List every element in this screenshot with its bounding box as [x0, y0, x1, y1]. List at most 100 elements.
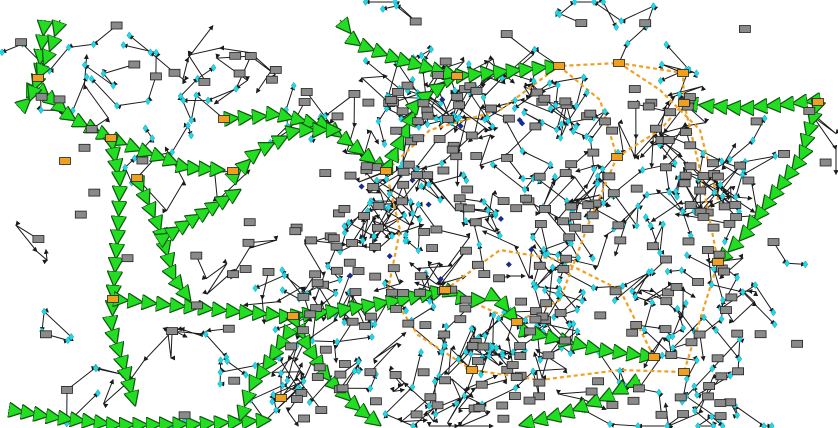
- gray-rect-node[interactable]: [703, 382, 715, 390]
- gray-rect-node[interactable]: [559, 336, 571, 345]
- gray-rect-node[interactable]: [243, 218, 256, 227]
- gray-rect-node[interactable]: [670, 282, 683, 291]
- gray-rect-node[interactable]: [390, 304, 402, 313]
- gray-rect-node[interactable]: [338, 360, 351, 368]
- gray-rect-node[interactable]: [585, 387, 598, 396]
- gray-rect-node[interactable]: [269, 66, 282, 74]
- gray-rect-node[interactable]: [662, 135, 675, 144]
- gray-rect-node[interactable]: [385, 96, 398, 104]
- gray-rect-node[interactable]: [410, 410, 423, 419]
- gray-rect-node[interactable]: [421, 111, 434, 120]
- gray-rect-node[interactable]: [285, 342, 298, 351]
- gray-rect-node[interactable]: [438, 330, 451, 339]
- gray-rect-node[interactable]: [767, 238, 780, 247]
- gray-rect-node[interactable]: [417, 368, 430, 377]
- gray-rect-node[interactable]: [697, 172, 710, 180]
- gray-rect-node[interactable]: [665, 351, 678, 360]
- gray-rect-node[interactable]: [450, 152, 463, 161]
- gray-rect-node[interactable]: [533, 378, 546, 387]
- gray-rect-node[interactable]: [506, 361, 519, 370]
- gray-rect-node[interactable]: [465, 131, 478, 140]
- gray-rect-node[interactable]: [778, 149, 790, 158]
- gray-rect-node[interactable]: [229, 51, 242, 60]
- orange-rect-node[interactable]: [59, 157, 71, 165]
- gray-rect-node[interactable]: [702, 246, 714, 254]
- gray-rect-node[interactable]: [529, 315, 542, 324]
- gray-rect-node[interactable]: [684, 162, 697, 171]
- orange-rect-node[interactable]: [107, 295, 119, 303]
- orange-rect-node[interactable]: [275, 394, 287, 402]
- gray-rect-node[interactable]: [685, 338, 698, 347]
- gray-rect-node[interactable]: [473, 403, 486, 412]
- gray-rect-node[interactable]: [554, 308, 567, 317]
- gray-rect-node[interactable]: [409, 17, 422, 26]
- gray-rect-node[interactable]: [569, 212, 582, 221]
- gray-rect-node[interactable]: [431, 401, 444, 410]
- orange-rect-node[interactable]: [648, 353, 660, 361]
- gray-rect-node[interactable]: [524, 327, 536, 336]
- gray-rect-node[interactable]: [358, 212, 371, 220]
- gray-rect-node[interactable]: [290, 395, 303, 404]
- gray-rect-node[interactable]: [633, 384, 645, 393]
- gray-rect-node[interactable]: [369, 397, 382, 406]
- gray-rect-node[interactable]: [674, 393, 687, 402]
- gray-rect-node[interactable]: [724, 398, 737, 407]
- gray-rect-node[interactable]: [803, 107, 816, 115]
- gray-rect-node[interactable]: [85, 125, 98, 133]
- orange-rect-node[interactable]: [678, 368, 690, 376]
- gray-rect-node[interactable]: [559, 169, 572, 178]
- gray-rect-node[interactable]: [523, 396, 536, 405]
- gray-rect-node[interactable]: [581, 224, 594, 233]
- gray-rect-node[interactable]: [592, 377, 604, 386]
- gray-rect-node[interactable]: [453, 194, 466, 203]
- gray-rect-node[interactable]: [412, 117, 425, 126]
- gray-rect-node[interactable]: [304, 310, 317, 319]
- gray-rect-node[interactable]: [650, 124, 662, 133]
- gray-rect-node[interactable]: [679, 171, 692, 180]
- gray-rect-node[interactable]: [233, 69, 246, 78]
- gray-rect-node[interactable]: [121, 254, 134, 263]
- gray-rect-node[interactable]: [718, 202, 731, 211]
- gray-rect-node[interactable]: [607, 189, 620, 198]
- gray-rect-node[interactable]: [262, 267, 275, 276]
- gray-rect-node[interactable]: [510, 373, 523, 382]
- gray-rect-node[interactable]: [684, 141, 697, 150]
- gray-rect-node[interactable]: [682, 237, 695, 246]
- gray-rect-node[interactable]: [437, 166, 450, 175]
- gray-rect-node[interactable]: [390, 126, 403, 135]
- gray-rect-node[interactable]: [305, 236, 318, 245]
- gray-rect-node[interactable]: [742, 176, 755, 185]
- gray-rect-node[interactable]: [228, 376, 241, 385]
- gray-rect-node[interactable]: [732, 367, 744, 376]
- gray-rect-node[interactable]: [692, 278, 704, 286]
- gray-rect-node[interactable]: [754, 330, 767, 339]
- gray-rect-node[interactable]: [469, 218, 482, 227]
- gray-rect-node[interactable]: [609, 287, 622, 296]
- gray-rect-node[interactable]: [78, 143, 91, 152]
- gray-rect-node[interactable]: [565, 202, 578, 211]
- gray-rect-node[interactable]: [533, 261, 546, 270]
- gray-rect-node[interactable]: [508, 392, 521, 401]
- gray-rect-node[interactable]: [500, 30, 513, 39]
- gray-rect-node[interactable]: [319, 169, 332, 178]
- gray-rect-node[interactable]: [442, 115, 455, 123]
- gray-rect-node[interactable]: [559, 97, 572, 106]
- gray-rect-node[interactable]: [298, 414, 311, 423]
- orange-rect-node[interactable]: [380, 167, 392, 175]
- gray-rect-node[interactable]: [734, 161, 746, 170]
- gray-rect-node[interactable]: [510, 204, 523, 213]
- gray-rect-node[interactable]: [128, 60, 141, 69]
- gray-rect-node[interactable]: [418, 227, 431, 236]
- gray-rect-node[interactable]: [614, 236, 627, 245]
- gray-rect-node[interactable]: [533, 392, 545, 401]
- gray-rect-node[interactable]: [718, 267, 730, 276]
- gray-rect-node[interactable]: [362, 98, 375, 107]
- gray-rect-node[interactable]: [419, 321, 432, 330]
- gray-rect-node[interactable]: [684, 93, 696, 101]
- gray-rect-node[interactable]: [40, 330, 52, 339]
- gray-rect-node[interactable]: [227, 270, 239, 279]
- gray-rect-node[interactable]: [338, 204, 351, 213]
- gray-rect-node[interactable]: [439, 376, 452, 385]
- gray-rect-node[interactable]: [242, 238, 255, 247]
- gray-rect-node[interactable]: [529, 122, 542, 131]
